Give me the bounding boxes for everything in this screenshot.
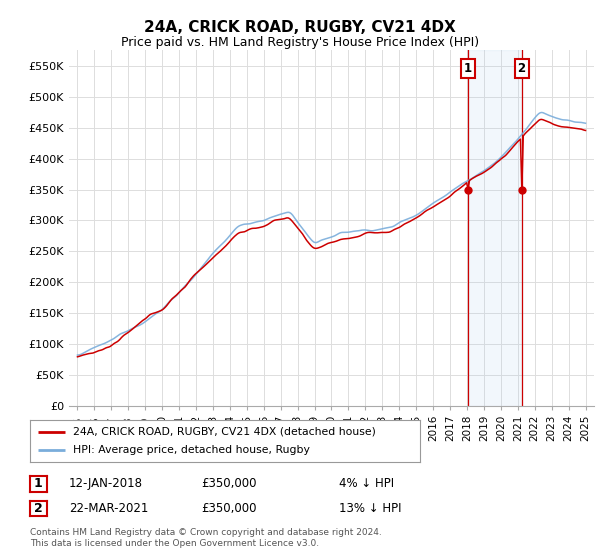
Text: 2: 2 [34, 502, 43, 515]
Text: 1: 1 [34, 477, 43, 491]
Text: HPI: Average price, detached house, Rugby: HPI: Average price, detached house, Rugb… [73, 445, 310, 455]
Text: Contains HM Land Registry data © Crown copyright and database right 2024.
This d: Contains HM Land Registry data © Crown c… [30, 528, 382, 548]
Text: 24A, CRICK ROAD, RUGBY, CV21 4DX: 24A, CRICK ROAD, RUGBY, CV21 4DX [144, 20, 456, 35]
Bar [467, 50, 521, 406]
Text: £350,000: £350,000 [201, 477, 257, 491]
Text: £350,000: £350,000 [201, 502, 257, 515]
Text: 22-MAR-2021: 22-MAR-2021 [69, 502, 148, 515]
Text: 12-JAN-2018: 12-JAN-2018 [69, 477, 143, 491]
Text: 13% ↓ HPI: 13% ↓ HPI [339, 502, 401, 515]
Text: 2: 2 [518, 62, 526, 74]
Text: 24A, CRICK ROAD, RUGBY, CV21 4DX (detached house): 24A, CRICK ROAD, RUGBY, CV21 4DX (detach… [73, 427, 376, 437]
Text: 1: 1 [464, 62, 472, 74]
Text: 4% ↓ HPI: 4% ↓ HPI [339, 477, 394, 491]
Text: Price paid vs. HM Land Registry's House Price Index (HPI): Price paid vs. HM Land Registry's House … [121, 36, 479, 49]
